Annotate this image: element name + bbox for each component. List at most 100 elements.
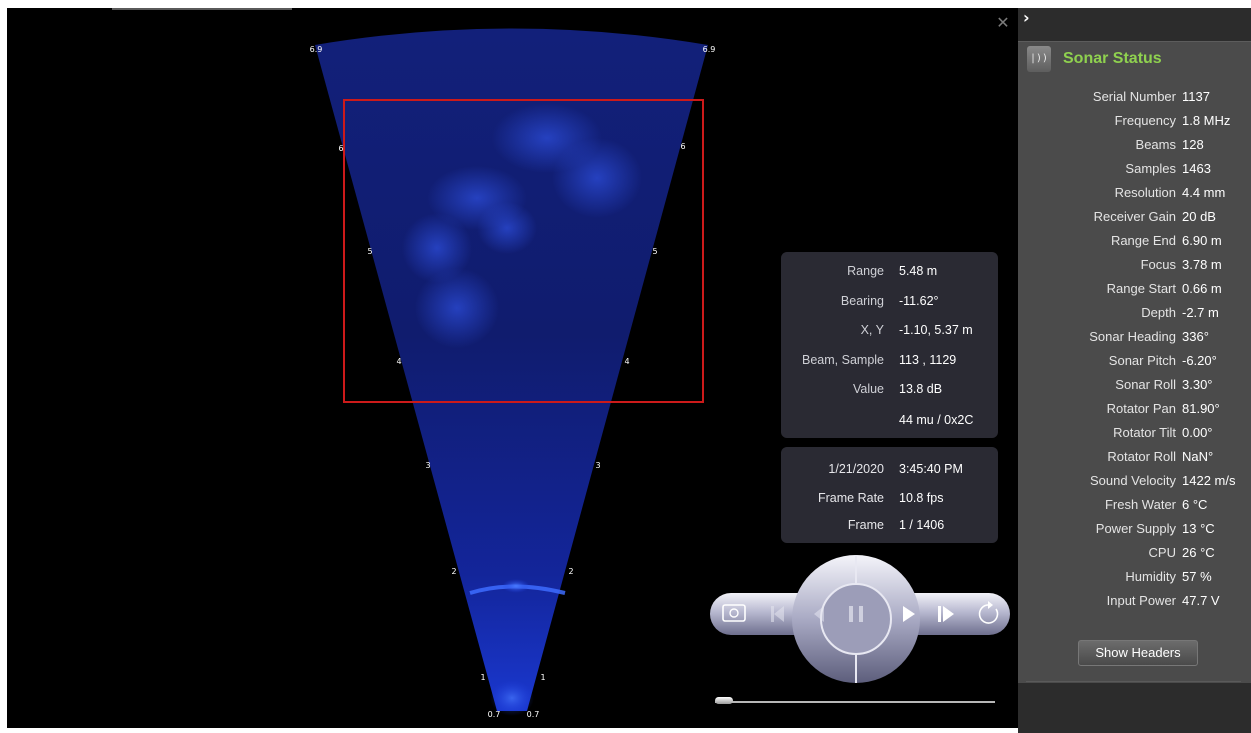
cursor-info-label: Beam, Sample [802,353,884,367]
status-label: Sonar Pitch [1108,353,1176,368]
status-label: Power Supply [1095,521,1176,536]
status-row: Sound Velocity 1422 m/s [1018,471,1251,491]
cursor-info-label: Value [852,382,884,396]
show-headers-button[interactable]: Show Headers [1078,640,1198,666]
status-label: Samples [1125,161,1176,176]
status-label: Rotator Roll [1107,449,1176,464]
range-label-bottom-left: 0.7 [488,710,501,719]
range-label-1-right: 1 [540,673,545,682]
status-value: 3.30° [1182,377,1213,392]
status-label: CPU [1148,545,1176,560]
frame-rate-row: Frame Rate 10.8 fps [781,488,998,508]
camera-icon[interactable] [722,604,746,622]
status-value: 6 °C [1182,497,1208,512]
range-label-2-left: 2 [451,567,456,576]
cursor-info-value: 113 , 1129 [899,353,957,367]
status-title: Sonar Status [1063,50,1162,67]
status-value: 0.66 m [1182,281,1222,296]
frame-info-panel: 1/21/2020 3:45:40 PM Frame Rate 10.8 fps… [781,447,998,543]
status-row: Range Start 0.66 m [1018,279,1251,299]
status-label: Sonar Roll [1115,377,1176,392]
status-value: 1422 m/s [1182,473,1236,488]
range-label-2-right: 2 [568,567,573,576]
status-row: Focus 3.78 m [1018,255,1251,275]
status-label: Depth [1141,305,1176,320]
status-value: 1137 [1182,89,1210,104]
cursor-info-row: X, Y -1.10, 5.37 m [781,320,998,340]
range-label-top-left: 6.9 [310,45,323,54]
status-value: -6.20° [1182,353,1217,368]
status-label: Rotator Tilt [1113,425,1176,440]
range-label-3-right: 3 [595,461,600,470]
cursor-info-row: Range 5.48 m [781,261,998,281]
cursor-info-label: Bearing [840,294,884,308]
status-value: 0.00° [1182,425,1213,440]
cursor-info-value: 5.48 m [899,264,938,278]
status-row: Sonar Roll 3.30° [1018,375,1251,395]
status-value: 6.90 m [1182,233,1222,248]
cursor-info-label: X, Y [860,323,884,337]
status-value: 13 °C [1182,521,1215,536]
status-row: Depth -2.7 m [1018,303,1251,323]
status-value: NaN° [1182,449,1214,464]
cursor-info-panel: Range 5.48 m Bearing -11.62° X, Y -1.10,… [781,252,998,438]
status-row: Input Power 47.7 V [1018,591,1251,611]
range-label-1-left: 1 [480,673,485,682]
status-value: 20 dB [1182,209,1216,224]
sonar-icon: |)) [1027,46,1051,72]
frame-scrubber-thumb[interactable] [715,697,733,704]
loop-icon[interactable] [978,601,999,624]
status-row: Frequency 1.8 MHz [1018,111,1251,131]
range-label-bottom-right: 0.7 [527,710,540,719]
frame-scrubber[interactable] [715,701,995,703]
region-of-interest [343,99,704,403]
frame-label: Frame [847,518,884,532]
status-row: Samples 1463 [1018,159,1251,179]
status-label: Focus [1140,257,1176,272]
pause-icon[interactable] [849,606,863,622]
frame-date: 1/21/2020 [828,462,884,476]
status-row: Receiver Gain 20 dB [1018,207,1251,227]
status-row: Beams 128 [1018,135,1251,155]
range-label-4-left: 4 [396,357,401,366]
status-label: Beams [1135,137,1176,152]
play-icon[interactable] [903,606,915,622]
sonar-image[interactable]: 6.9 6.9 6 6 5 5 4 4 3 3 2 2 1 1 0.7 0.7 [7,8,1018,728]
range-label-top-right: 6.9 [703,45,716,54]
cursor-info-value: -1.10, 5.37 m [899,323,973,337]
cursor-info-row: 44 mu / 0x2C [781,410,998,430]
status-label: Resolution [1114,185,1176,200]
status-row: Humidity 57 % [1018,567,1251,587]
status-label: Sonar Heading [1089,329,1176,344]
cursor-info-row: Bearing -11.62° [781,291,998,311]
status-row: Sonar Pitch -6.20° [1018,351,1251,371]
reverse-icon[interactable] [814,606,824,622]
status-label: Fresh Water [1104,497,1176,512]
cursor-info-row: Beam, Sample 113 , 1129 [781,350,998,370]
status-label: Sound Velocity [1089,473,1176,488]
status-value: 336° [1182,329,1209,344]
status-label: Range Start [1106,281,1176,296]
playback-controls [710,555,1010,683]
close-icon[interactable]: ✕ [996,13,1010,32]
status-row: Rotator Roll NaN° [1018,447,1251,467]
range-label-6-right: 6 [680,142,685,151]
status-row: Serial Number 1137 [1018,87,1251,107]
collapse-chevron-icon[interactable]: › [1023,8,1030,27]
status-value: 3.78 m [1182,257,1222,272]
step-forward-icon[interactable] [938,606,954,622]
range-label-4-right: 4 [624,357,629,366]
status-row: Rotator Tilt 0.00° [1018,423,1251,443]
status-label: Receiver Gain [1093,209,1176,224]
status-label: Frequency [1114,113,1176,128]
status-label: Range End [1110,233,1176,248]
status-row: Range End 6.90 m [1018,231,1251,251]
frame-count-row: Frame 1 / 1406 [781,515,998,535]
status-value: 4.4 mm [1182,185,1226,200]
panel-divider [1026,681,1241,682]
status-label: Humidity [1125,569,1176,584]
sonar-status-panel [1018,41,1251,683]
status-value: 128 [1182,137,1204,152]
cursor-info-row: Value 13.8 dB [781,379,998,399]
step-back-icon[interactable] [771,606,784,622]
